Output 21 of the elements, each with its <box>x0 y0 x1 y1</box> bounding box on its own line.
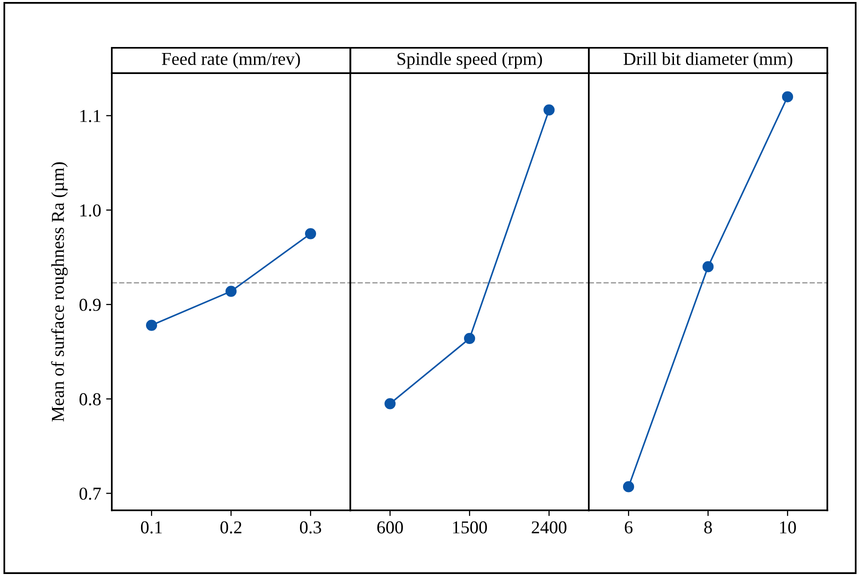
chart-title: Feed rate (mm/rev) <box>162 52 300 69</box>
y-tick-label: 0.9 <box>80 298 101 312</box>
point <box>146 320 158 331</box>
x-tick-label: 0.2 <box>220 521 242 534</box>
y-tick-label: 0.7 <box>80 488 101 500</box>
x-tick-label: 6 <box>624 521 633 534</box>
y-tick-label: 1.0 <box>80 204 101 217</box>
y-tick-label: 1.1 <box>80 110 100 122</box>
point <box>225 286 237 297</box>
x-tick-label: 2400 <box>532 521 566 534</box>
x-tick-label: 10 <box>780 521 796 534</box>
x-tick-label: 8 <box>704 521 712 534</box>
x-tick-label: 0.3 <box>300 521 322 534</box>
chart-title: Spindle speed (rpm) <box>398 52 542 69</box>
y-axis-title: Mean of surface roughness Ra (µm) <box>51 162 68 422</box>
point <box>305 228 316 240</box>
x-tick-label: 600 <box>377 521 403 534</box>
x-tick-label: 1500 <box>453 521 487 534</box>
x-tick-label: 0.1 <box>140 521 162 534</box>
chart-title: Drill bit diameter (mm) <box>624 52 792 69</box>
y-tick-label: 0.8 <box>80 393 101 406</box>
